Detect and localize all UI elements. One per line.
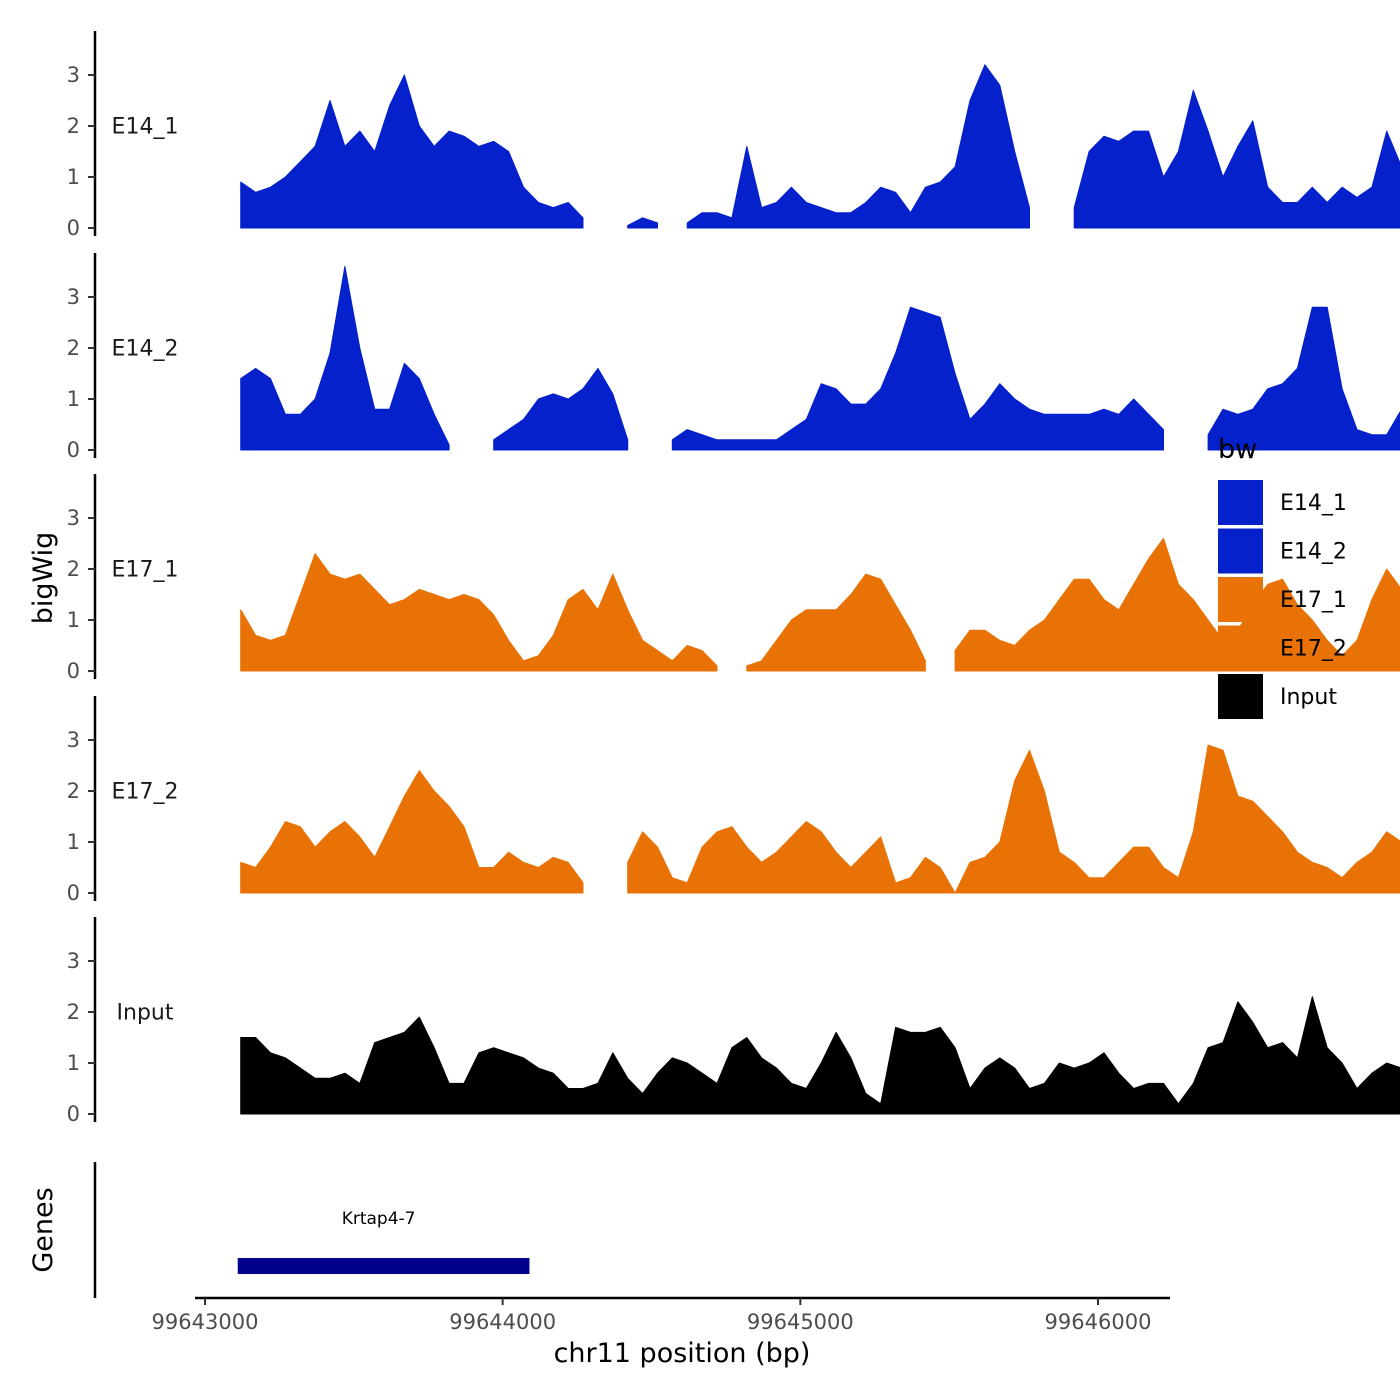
track-e14-2: 0 1 2 3 E14_2	[67, 253, 1400, 462]
y-tick-label: 2	[67, 557, 80, 581]
y-tick-label: 2	[67, 1000, 80, 1024]
legend-swatch	[1218, 625, 1263, 671]
signal-area	[240, 74, 584, 229]
gene-label: Krtap4-7	[342, 1209, 416, 1229]
legend-swatch	[1218, 480, 1263, 525]
x-axis-title: chr11 position (bp)	[554, 1338, 811, 1369]
signal-area	[1207, 306, 1400, 451]
signal-area	[240, 265, 450, 451]
legend-title: bw	[1218, 434, 1257, 465]
legend-swatch	[1218, 528, 1263, 574]
track-label: Input	[117, 1001, 174, 1026]
x-tick-label: 99646000	[1045, 1310, 1152, 1334]
legend-swatch	[1218, 577, 1263, 622]
track-input: 0 1 2 3 Input	[67, 917, 1400, 1126]
signal-area	[627, 217, 658, 229]
signal-area	[240, 996, 1400, 1115]
y-tick-label: 0	[67, 1102, 80, 1126]
y-tick-label: 0	[67, 659, 80, 683]
signal-area	[954, 537, 1400, 672]
y-tick-label: 2	[67, 114, 80, 138]
signal-area	[671, 306, 1164, 451]
track-label: E14_1	[112, 115, 179, 140]
legend: bw E14_1 E14_2 E17_1 E17_2 Input	[1218, 434, 1347, 719]
y-tick-label: 1	[67, 165, 80, 189]
legend-label: E14_1	[1280, 491, 1347, 516]
legend-label: E14_2	[1280, 540, 1347, 565]
y-tick-label: 0	[67, 216, 80, 240]
y-tick-label: 3	[67, 728, 80, 752]
y-tick-label: 3	[67, 63, 80, 87]
y-tick-label: 1	[67, 1051, 80, 1075]
signal-area	[746, 573, 926, 672]
y-tick-label: 1	[67, 830, 80, 854]
y-tick-label: 1	[67, 608, 80, 632]
y-axis-title: bigWig	[28, 532, 59, 625]
y-tick-label: 3	[67, 285, 80, 309]
legend-label: E17_2	[1280, 637, 1347, 662]
y-tick-label: 2	[67, 336, 80, 360]
y-tick-label: 0	[67, 438, 80, 462]
signal-area	[1073, 89, 1400, 229]
signal-area	[240, 770, 584, 894]
legend-label: E17_1	[1280, 588, 1347, 613]
x-tick-label: 99644000	[449, 1310, 556, 1334]
signal-area	[686, 64, 1030, 229]
gene-track-title: Genes	[28, 1187, 59, 1272]
legend-label: Input	[1280, 685, 1337, 710]
legend-swatch	[1218, 674, 1263, 719]
track-e17-1: 0 1 2 3 E17_1	[67, 474, 1400, 683]
gene-bar	[237, 1258, 530, 1274]
y-tick-label: 0	[67, 881, 80, 905]
track-label: E14_2	[112, 337, 179, 362]
track-e17-2: 0 1 2 3 E17_2	[67, 696, 1400, 905]
x-axis: chr11 position (bp) 99643000 99644000 9964…	[152, 1296, 1170, 1369]
y-tick-label: 2	[67, 779, 80, 803]
track-label: E17_1	[112, 558, 179, 583]
track-label: E17_2	[112, 780, 179, 805]
signal-area	[627, 744, 1400, 894]
signal-area	[240, 553, 718, 672]
signal-area	[493, 367, 629, 451]
y-tick-label: 1	[67, 387, 80, 411]
x-tick-label: 99643000	[152, 1310, 259, 1334]
y-tick-label: 3	[67, 506, 80, 530]
track-e14-1: 0 1 2 3 E14_1	[67, 31, 1400, 240]
x-tick-label: 99645000	[747, 1310, 854, 1334]
gene-track: Genes Krtap4-7	[28, 1162, 530, 1298]
signal-tracks: 0 1 2 3 E14_1 0 1 2 3 E14_2 0 1 2 3 E17_1 0 1 2 3 E17_2 0 1 2 3…	[67, 31, 1400, 1126]
y-tick-label: 3	[67, 949, 80, 973]
